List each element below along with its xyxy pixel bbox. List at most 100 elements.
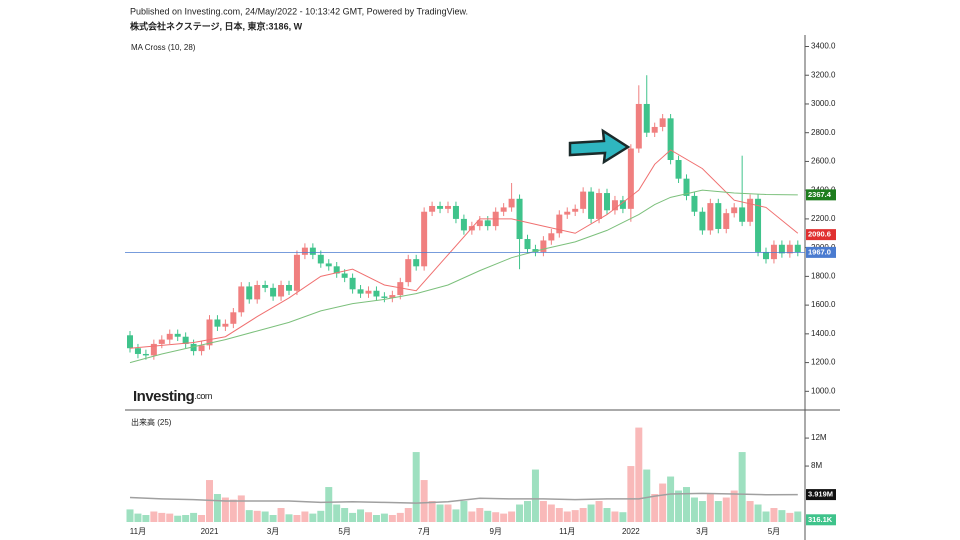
x-tick-label: 3月	[267, 527, 279, 536]
candle-body	[397, 282, 404, 296]
candle-body	[675, 160, 682, 179]
volume-bar	[213, 494, 221, 522]
volume-bar	[174, 515, 182, 522]
y-tick-label: 3200.0	[811, 70, 836, 79]
volume-bar	[547, 504, 555, 522]
price-badge-label: 1967.0	[808, 247, 831, 256]
volume-bar	[619, 512, 627, 522]
candle-body	[699, 211, 706, 231]
volume-bar	[794, 511, 802, 522]
volume-bar	[555, 508, 563, 522]
y-tick-label: 3400.0	[811, 42, 836, 51]
candle-body	[270, 287, 277, 297]
candle-body	[794, 244, 801, 253]
candle-body	[134, 348, 141, 354]
y-tick-label: 2200.0	[811, 214, 836, 223]
candle-body	[262, 285, 269, 288]
candle-body	[564, 211, 571, 215]
arrow	[568, 128, 631, 165]
volume-bar	[412, 452, 420, 522]
candle-body	[437, 205, 444, 209]
y-tick-label: 1400.0	[811, 329, 836, 338]
candle-body	[500, 207, 507, 212]
price-badge	[806, 189, 836, 201]
x-tick-label: 2021	[201, 527, 219, 536]
y-tick-label: 8M	[811, 461, 822, 470]
candle-body	[778, 244, 785, 254]
volume-bar	[444, 504, 452, 522]
candle-body	[691, 195, 698, 212]
volume-bar	[365, 512, 372, 522]
x-tick-label: 3月	[696, 527, 708, 536]
volume-bar	[285, 514, 293, 522]
candle-body	[556, 214, 563, 234]
price-badge	[806, 489, 836, 501]
volume-bar	[722, 497, 730, 522]
candle-body	[278, 285, 285, 297]
volume-bar	[706, 494, 714, 522]
candle-body	[222, 323, 229, 327]
logo-name: Investing	[133, 388, 195, 405]
candle-body	[381, 296, 388, 298]
candle-body	[341, 273, 348, 278]
volume-bar	[778, 510, 786, 522]
volume-bar	[341, 508, 349, 522]
volume-bar	[126, 509, 134, 522]
volume-bar	[603, 508, 611, 522]
volume-bar	[253, 510, 261, 522]
candle-body	[198, 345, 205, 352]
volume-bar	[428, 501, 436, 522]
volume-bar	[134, 513, 142, 522]
volume-bar	[635, 427, 643, 522]
pane-title: 出来高 (25)	[131, 417, 172, 427]
candle-body	[349, 277, 356, 290]
volume-bar	[698, 501, 706, 522]
volume-bar	[667, 476, 675, 522]
volume-bar	[325, 487, 333, 522]
volume-bar	[277, 508, 285, 522]
candle-body	[460, 218, 467, 231]
volume-bar	[563, 511, 571, 522]
volume-bar	[301, 511, 309, 522]
volume-bar	[333, 504, 341, 522]
price-badge-label: 316.1K	[808, 515, 833, 524]
candle-body	[540, 240, 547, 252]
price-badge-label: 3.919M	[808, 490, 833, 499]
volume-bar	[659, 483, 667, 522]
candle-body	[365, 290, 372, 294]
candle-body	[635, 103, 642, 149]
volume-bar	[460, 501, 468, 522]
candle-body	[786, 244, 793, 254]
candle-body	[230, 312, 237, 324]
candle-body	[516, 198, 523, 240]
x-tick-label: 5月	[768, 527, 780, 536]
volume-bar	[571, 510, 579, 522]
ma-line	[129, 189, 798, 364]
volume-bar	[436, 504, 444, 522]
volume-bar	[269, 515, 277, 522]
y-tick-label: 2600.0	[811, 157, 836, 166]
volume-bar	[396, 512, 404, 522]
volume-bar	[237, 495, 245, 522]
candle-body	[524, 239, 531, 250]
volume-bar	[380, 513, 388, 522]
volume-bar	[372, 515, 380, 522]
y-tick-label: 12M	[811, 433, 827, 442]
volume-bar	[388, 515, 396, 522]
candle-body	[484, 220, 491, 227]
volume-bar	[309, 513, 317, 522]
volume-bar	[770, 508, 778, 522]
candle-body	[596, 193, 603, 219]
volume-bar	[158, 512, 166, 522]
volume-bar	[730, 490, 738, 522]
ma-line	[129, 149, 799, 349]
volume-bar	[539, 501, 547, 522]
volume-bar	[738, 452, 746, 522]
volume-bar	[611, 511, 619, 522]
candle-body	[325, 263, 332, 267]
candle-body	[715, 203, 722, 229]
volume-bar	[516, 504, 524, 522]
volume-bar	[198, 515, 206, 522]
candle-body	[770, 244, 777, 260]
volume-bar	[786, 512, 794, 522]
